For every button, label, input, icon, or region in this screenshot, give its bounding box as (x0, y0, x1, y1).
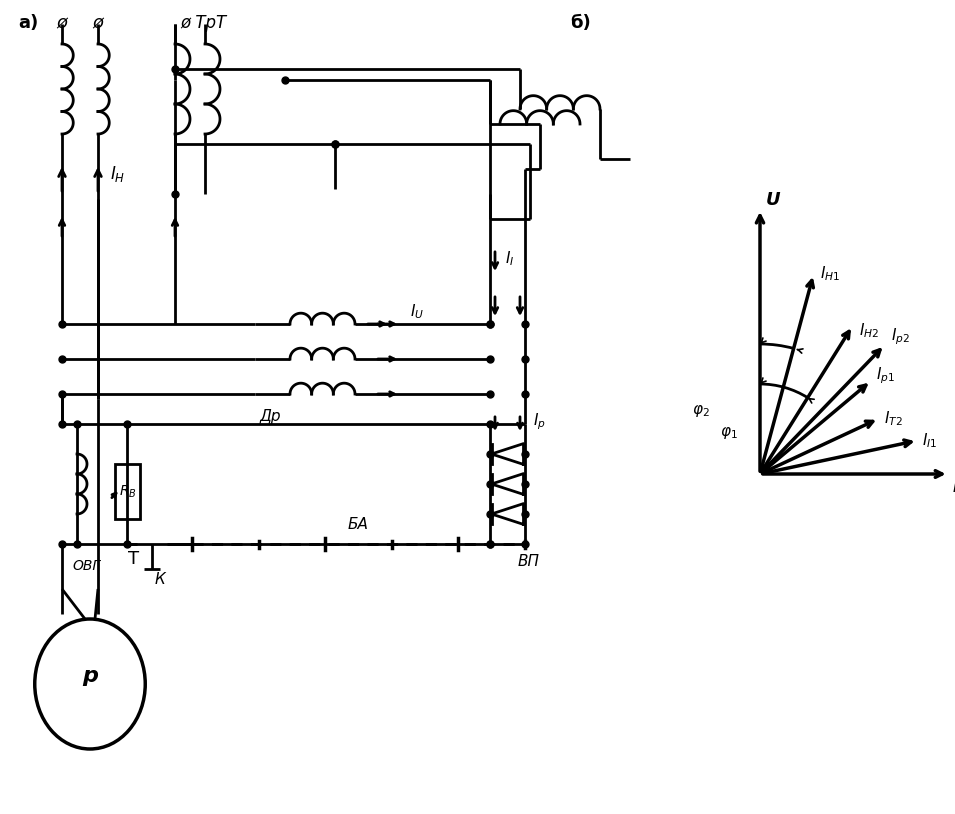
Text: ВП: ВП (518, 554, 540, 569)
Text: Дp: Дp (260, 409, 282, 424)
Bar (115, 464, 140, 519)
Text: $R_B$: $R_B$ (118, 484, 137, 500)
Text: $I_I$: $I_I$ (505, 250, 515, 269)
Text: а): а) (18, 14, 38, 32)
Text: $I_p$: $I_p$ (533, 412, 545, 432)
Text: $\varphi_2$: $\varphi_2$ (692, 403, 710, 419)
Text: $I_{H2}$: $I_{H2}$ (859, 322, 879, 340)
Text: К: К (155, 571, 166, 587)
Text: $I_{p2}$: $I_{p2}$ (891, 326, 909, 348)
Text: ø ТрТ: ø ТрТ (180, 14, 226, 32)
Text: U: U (766, 191, 780, 209)
Text: БА: БА (348, 517, 369, 532)
Text: Т: Т (128, 550, 139, 568)
Text: $I_U$: $I_U$ (410, 303, 424, 322)
Text: ОВГ: ОВГ (72, 559, 100, 573)
Text: ø: ø (93, 14, 103, 32)
Text: $I_{I1}$: $I_{I1}$ (923, 431, 938, 450)
Text: ø: ø (56, 14, 68, 32)
Text: б): б) (570, 14, 591, 32)
Text: $I_U$: $I_U$ (951, 479, 955, 497)
Text: $I_{p1}$: $I_{p1}$ (876, 365, 895, 386)
Text: $I_{T2}$: $I_{T2}$ (883, 409, 902, 428)
Text: $\varphi_1$: $\varphi_1$ (720, 425, 738, 441)
Text: $I_H$: $I_H$ (110, 164, 125, 184)
Text: $I_{H1}$: $I_{H1}$ (819, 265, 839, 283)
Text: р: р (82, 666, 98, 686)
